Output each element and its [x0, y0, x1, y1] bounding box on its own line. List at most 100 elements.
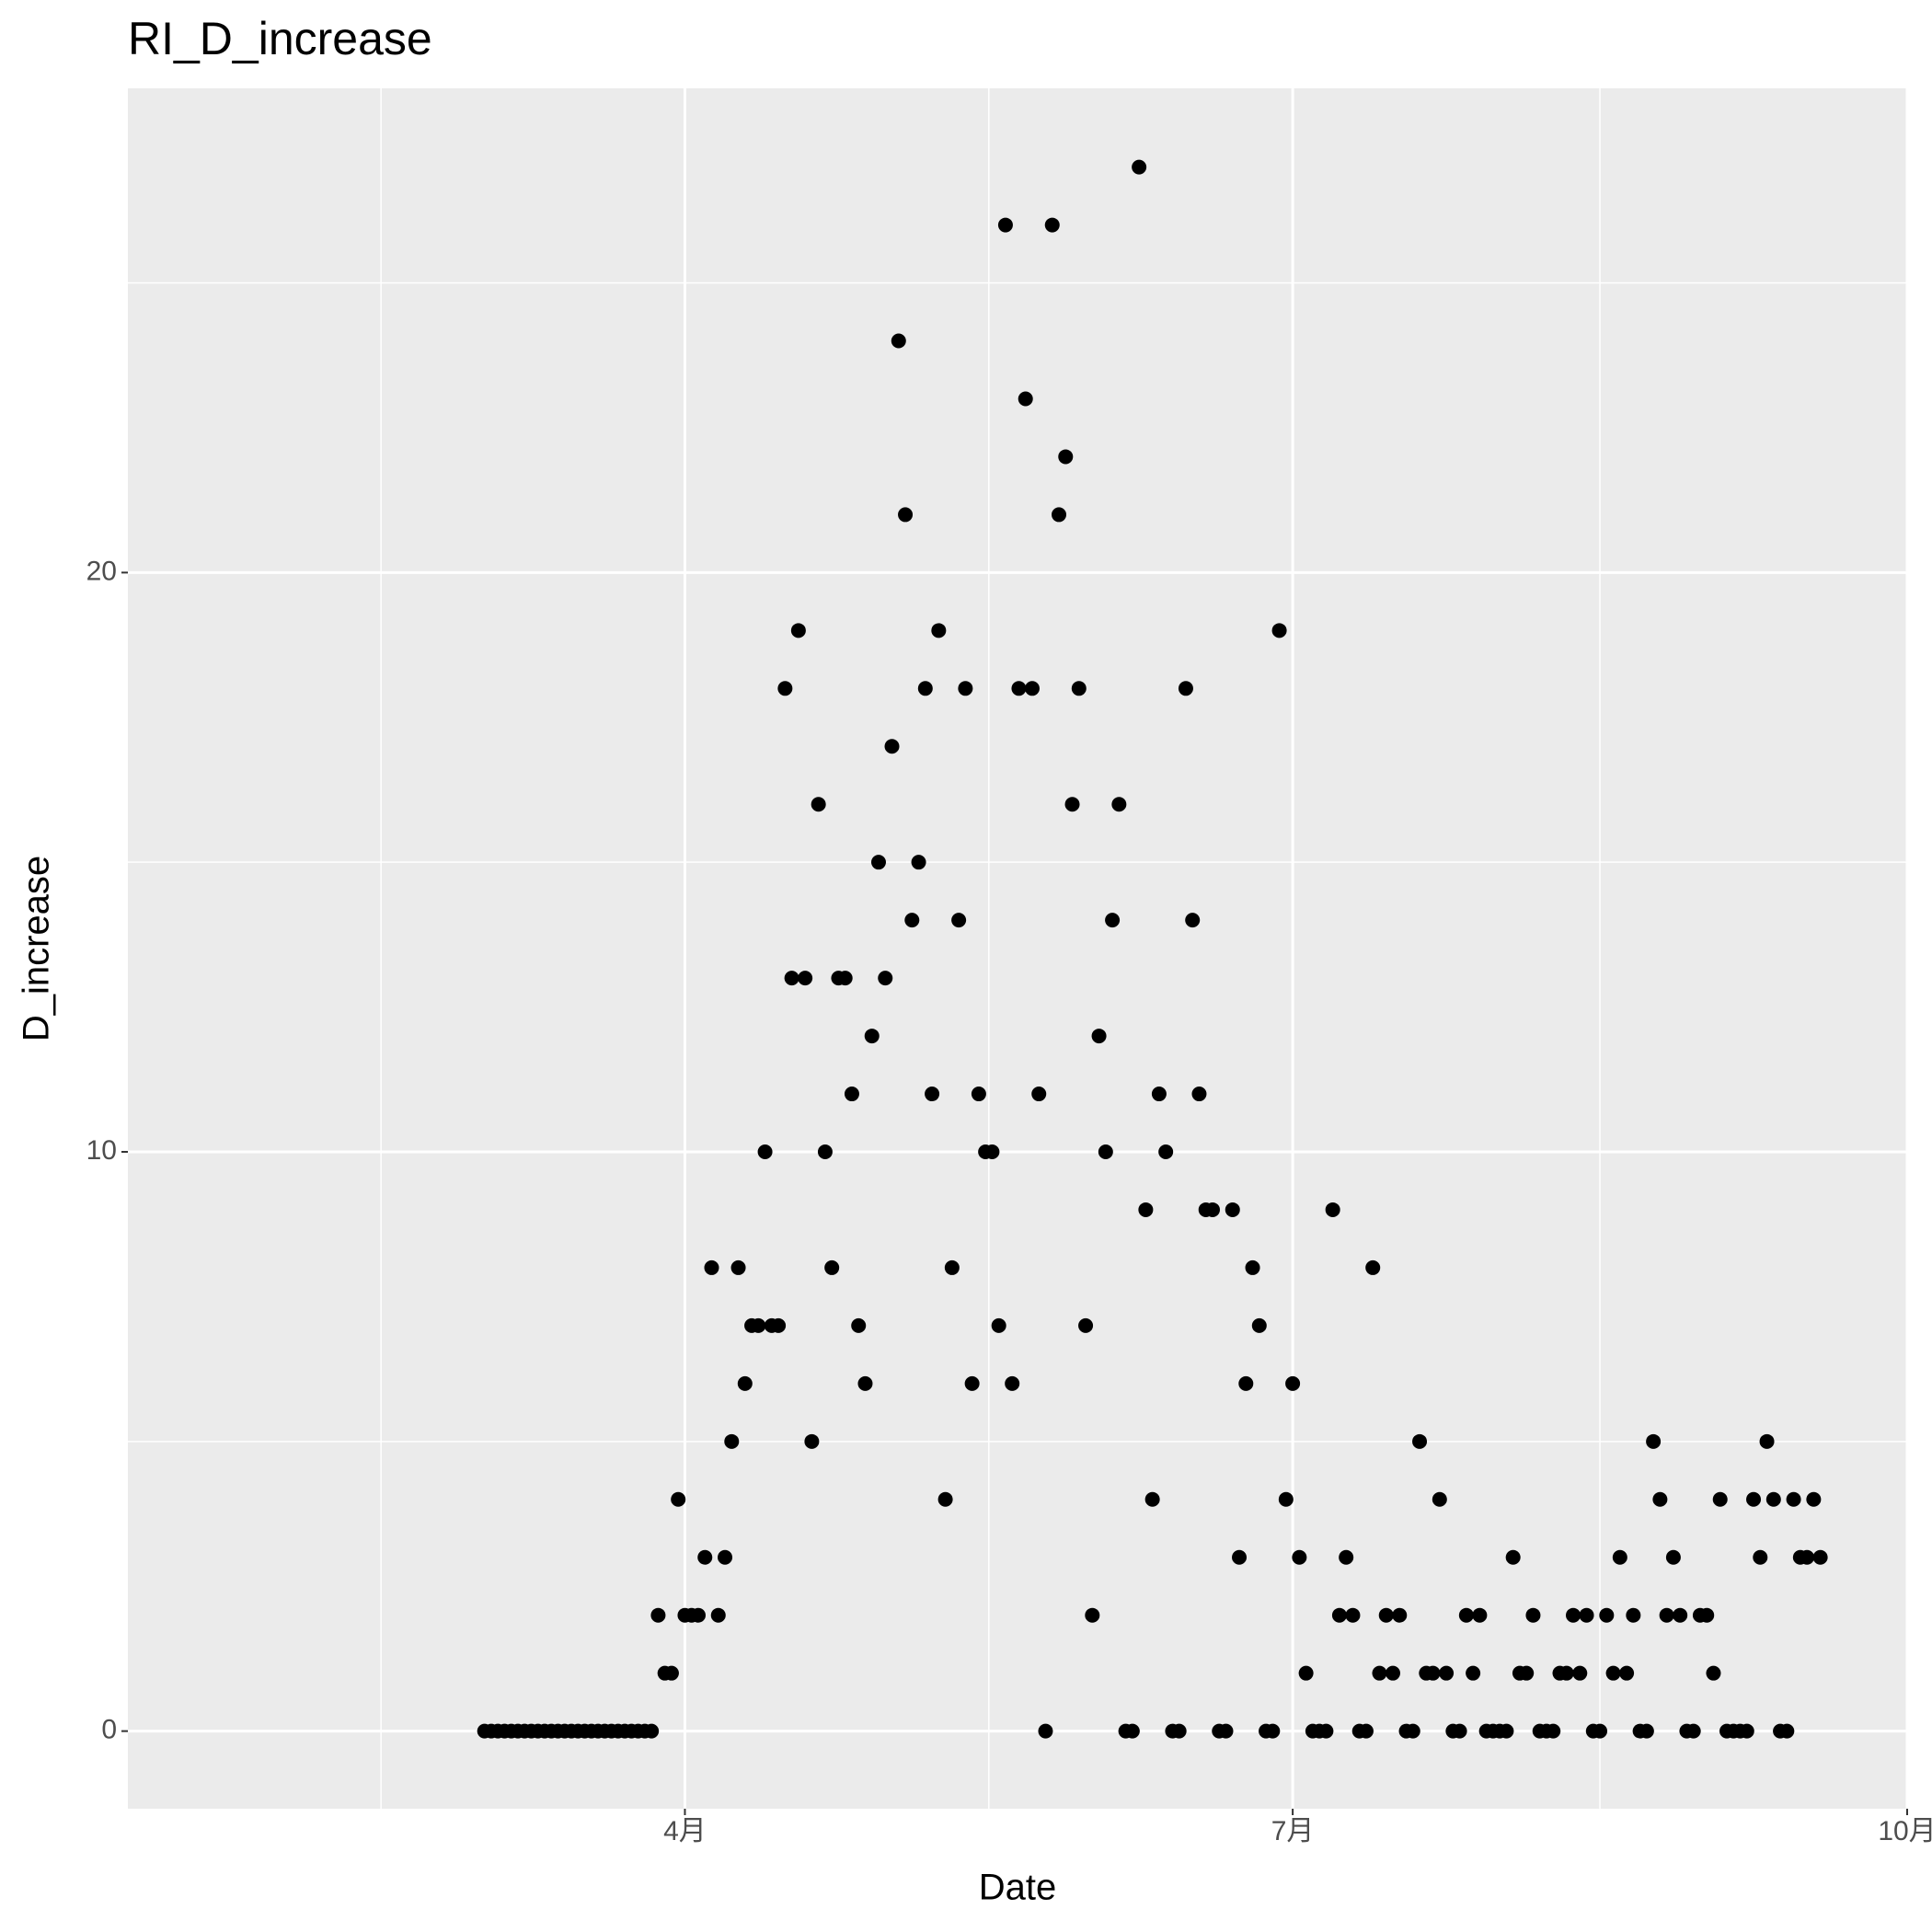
- point: [1345, 1607, 1361, 1623]
- point: [811, 797, 826, 812]
- point: [1331, 1607, 1347, 1623]
- point: [1225, 1202, 1240, 1217]
- point: [1085, 1607, 1100, 1623]
- point: [1024, 681, 1040, 696]
- point: [663, 1665, 679, 1681]
- point: [1472, 1607, 1488, 1623]
- x-tick-label: 7月: [1271, 1816, 1315, 1846]
- point: [1765, 1491, 1781, 1507]
- point: [857, 1375, 873, 1391]
- point: [1753, 1549, 1768, 1565]
- point: [1519, 1665, 1535, 1681]
- panel: [128, 88, 1907, 1809]
- point: [1425, 1665, 1441, 1681]
- point: [690, 1607, 706, 1623]
- point: [1018, 391, 1033, 407]
- point: [1265, 1723, 1281, 1739]
- point: [964, 1375, 980, 1391]
- point: [1619, 1665, 1635, 1681]
- point: [1078, 1317, 1094, 1333]
- point: [1685, 1723, 1701, 1739]
- point: [1579, 1607, 1594, 1623]
- point: [1138, 1202, 1154, 1217]
- point: [958, 681, 973, 696]
- point: [1171, 1723, 1187, 1739]
- point: [1158, 1144, 1174, 1159]
- point: [1378, 1607, 1394, 1623]
- point: [1706, 1665, 1721, 1681]
- point: [730, 1259, 746, 1275]
- point: [784, 971, 799, 986]
- point: [1105, 913, 1121, 928]
- point: [1566, 1607, 1581, 1623]
- point: [704, 1259, 719, 1275]
- x-axis-title: Date: [979, 1868, 1057, 1908]
- point: [1646, 1433, 1662, 1449]
- point: [884, 739, 900, 754]
- point: [1499, 1723, 1514, 1739]
- point: [1806, 1491, 1822, 1507]
- point: [737, 1375, 753, 1391]
- point: [1572, 1665, 1588, 1681]
- point: [1372, 1665, 1387, 1681]
- chart-title: RI_D_increase: [128, 13, 432, 64]
- point: [864, 1029, 880, 1044]
- point: [1392, 1607, 1408, 1623]
- point: [1318, 1723, 1334, 1739]
- point: [1746, 1491, 1762, 1507]
- point: [1779, 1723, 1795, 1739]
- y-tick-label: 10: [86, 1135, 117, 1166]
- point: [650, 1607, 666, 1623]
- y-tick-label: 20: [86, 556, 117, 586]
- point: [1659, 1607, 1674, 1623]
- point: [1031, 1087, 1047, 1102]
- point: [1739, 1723, 1754, 1739]
- point: [824, 1259, 840, 1275]
- point: [1052, 507, 1067, 523]
- point: [1245, 1259, 1260, 1275]
- point: [1665, 1549, 1681, 1565]
- point: [1144, 1491, 1160, 1507]
- point: [1786, 1491, 1801, 1507]
- point: [1064, 797, 1080, 812]
- point: [1011, 681, 1027, 696]
- point: [1385, 1665, 1400, 1681]
- point: [1458, 1607, 1474, 1623]
- y-axis-title: D_increase: [17, 856, 57, 1041]
- point: [1525, 1607, 1541, 1623]
- point: [898, 507, 914, 523]
- point: [1124, 1723, 1140, 1739]
- point: [997, 217, 1013, 233]
- point: [771, 1317, 787, 1333]
- point: [984, 1144, 1000, 1159]
- point: [1626, 1607, 1641, 1623]
- point: [851, 1317, 867, 1333]
- point: [1005, 1375, 1020, 1391]
- point: [1285, 1375, 1301, 1391]
- point: [1612, 1549, 1627, 1565]
- point: [870, 855, 886, 870]
- point: [1271, 623, 1287, 638]
- point: [697, 1549, 713, 1565]
- point: [971, 1087, 986, 1102]
- point: [1358, 1723, 1374, 1739]
- point: [1071, 681, 1087, 696]
- point: [777, 681, 793, 696]
- point: [931, 623, 947, 638]
- point: [1412, 1433, 1428, 1449]
- point: [1185, 913, 1201, 928]
- point: [798, 971, 813, 986]
- point: [1812, 1549, 1828, 1565]
- point: [671, 1491, 686, 1507]
- point: [1111, 797, 1127, 812]
- point: [837, 971, 853, 986]
- point: [944, 1259, 960, 1275]
- point: [1151, 1087, 1167, 1102]
- point: [904, 913, 920, 928]
- point: [1325, 1202, 1340, 1217]
- point: [1405, 1723, 1420, 1739]
- y-tick-label: 0: [101, 1715, 117, 1745]
- point: [1759, 1433, 1775, 1449]
- point: [817, 1144, 833, 1159]
- point: [1365, 1259, 1381, 1275]
